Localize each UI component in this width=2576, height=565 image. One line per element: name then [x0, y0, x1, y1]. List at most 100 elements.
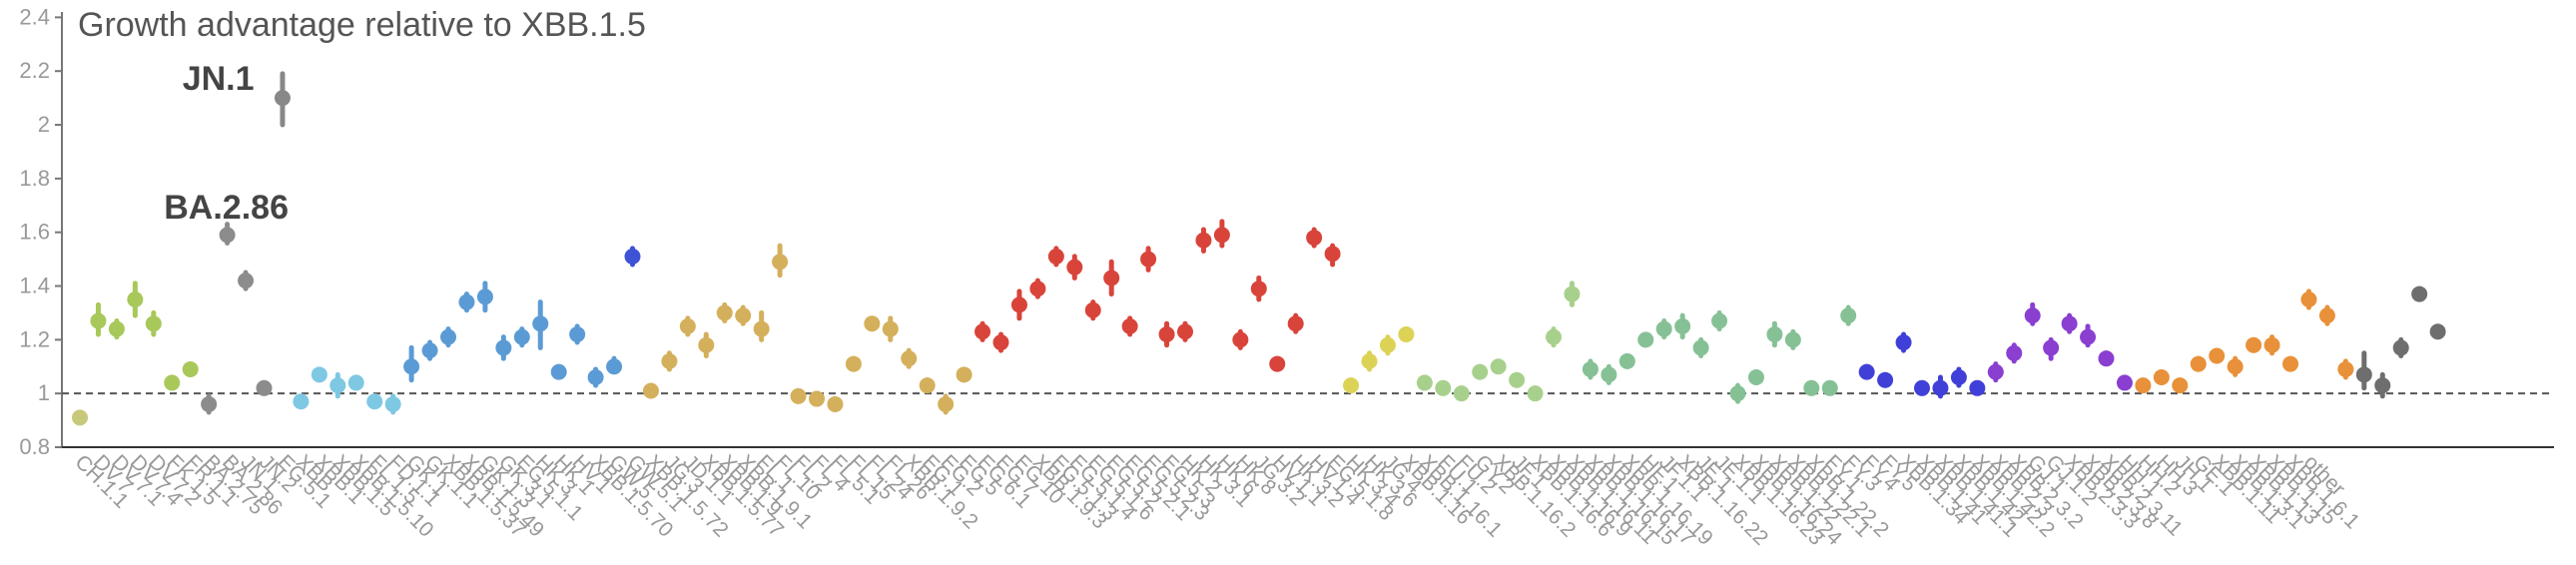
y-tick-label: 1.4 [19, 274, 50, 298]
data-point-group [1914, 379, 1930, 396]
data-point [1601, 366, 1617, 383]
y-tick-label: 2 [38, 112, 50, 137]
data-point-group [1177, 320, 1193, 342]
data-point-group [1195, 227, 1212, 255]
data-point-group [2227, 355, 2244, 377]
data-point-group [1766, 320, 1783, 348]
data-point-group [735, 304, 752, 326]
data-point [2098, 350, 2115, 367]
data-point [1398, 325, 1415, 342]
data-point-group [919, 377, 936, 394]
data-point [2355, 366, 2372, 383]
data-point [735, 307, 752, 324]
data-point [1213, 227, 1230, 244]
data-point [1895, 334, 1912, 351]
data-point [347, 374, 364, 391]
data-point [1306, 230, 1323, 247]
data-point-group [495, 334, 512, 361]
data-point-group [1047, 246, 1064, 268]
data-point [716, 304, 733, 321]
data-point [679, 317, 696, 334]
data-point-group [1103, 259, 1120, 297]
data-point [1803, 379, 1820, 396]
y-tick-label: 2.4 [19, 4, 50, 29]
data-point-group [2098, 350, 2115, 367]
data-point-group [642, 382, 659, 399]
data-point-group [347, 374, 364, 391]
data-point [550, 363, 567, 380]
data-point [1564, 285, 1581, 302]
data-point-group [624, 246, 641, 268]
data-point-group [1784, 328, 1801, 350]
data-point [1121, 317, 1138, 334]
data-point-group [1066, 254, 1083, 281]
annotation-label: BA.2.86 [164, 189, 289, 227]
data-point-group [1858, 363, 1875, 380]
data-point-group [164, 374, 181, 391]
data-point [1232, 331, 1249, 348]
data-point-group [1546, 326, 1562, 348]
data-point [108, 320, 125, 337]
x-axis: CH.1.1DV.7DV.7.1DV.7.4DV.7.2FK.1.5FR.1.1… [62, 446, 2554, 550]
y-tick-label: 1.8 [19, 166, 50, 191]
data-point-group [1637, 331, 1654, 348]
data-point [2024, 307, 2041, 324]
data-point-group [1564, 281, 1581, 307]
data-point [1416, 374, 1433, 391]
data-point [1527, 385, 1544, 402]
data-point [2209, 347, 2226, 364]
data-point-group [1343, 377, 1360, 394]
data-point-group [366, 393, 383, 410]
data-point-group [1655, 318, 1672, 340]
data-point [1509, 371, 1526, 388]
data-point-group [992, 331, 1009, 353]
data-point [1840, 307, 1857, 324]
data-point-group [698, 331, 715, 358]
data-point [772, 254, 789, 271]
data-point-group [1950, 366, 1967, 388]
data-point-group [1435, 379, 1452, 396]
data-point [2116, 374, 2133, 391]
data-point [2227, 358, 2244, 375]
data-point-group [2135, 377, 2152, 394]
data-point [1103, 270, 1120, 286]
data-point-group [1361, 350, 1378, 372]
data-point-group [1932, 374, 1949, 399]
data-point-group [2043, 336, 2060, 361]
data-point [698, 336, 715, 353]
data-point [2080, 328, 2097, 345]
data-point [1269, 355, 1286, 372]
data-point [1987, 363, 2004, 380]
data-point-group [1213, 219, 1230, 249]
data-point [992, 334, 1009, 351]
data-point-group [72, 409, 88, 426]
data-point-group [2263, 334, 2280, 356]
data-point [1490, 358, 1507, 375]
data-point [1582, 360, 1599, 377]
data-point [182, 360, 199, 377]
data-point-group [1029, 278, 1046, 299]
data-point [624, 248, 641, 265]
data-point-group [2300, 288, 2317, 310]
data-point [938, 395, 955, 412]
data-point [1692, 339, 1709, 356]
annotation-label: JN.1 [183, 60, 255, 98]
data-point [1655, 320, 1672, 337]
data-point [1546, 328, 1562, 345]
data-point-group [108, 318, 125, 340]
data-point-group [2080, 323, 2097, 348]
data-point-group [1453, 385, 1470, 402]
data-point-group [2153, 369, 2170, 386]
data-point-group [864, 315, 881, 332]
data-point [2392, 339, 2409, 356]
data-point [901, 350, 918, 367]
data-point [1140, 251, 1157, 268]
data-point [238, 273, 255, 289]
data-point-group [2429, 323, 2446, 340]
data-point [2246, 336, 2262, 353]
data-point-group [1140, 246, 1157, 273]
annotations: BA.2.86 JN.1 [164, 60, 289, 227]
data-point-group [421, 339, 438, 361]
data-point-group [1582, 358, 1599, 380]
